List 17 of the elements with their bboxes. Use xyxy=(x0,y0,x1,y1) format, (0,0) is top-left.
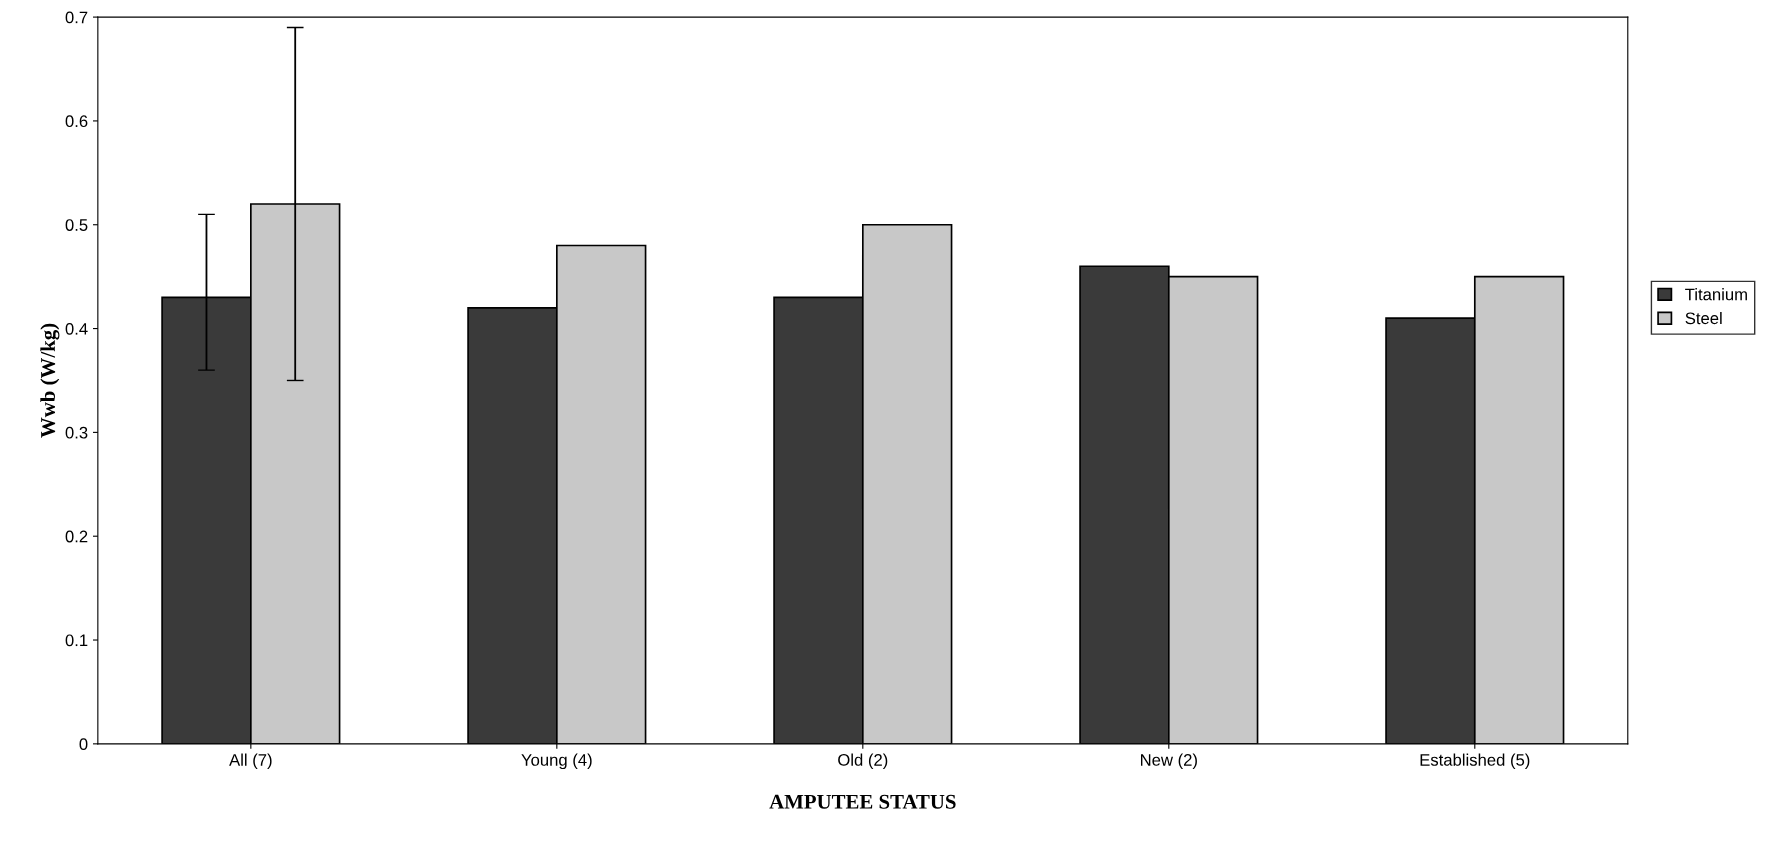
legend-label: Steel xyxy=(1685,311,1722,325)
y-tick-label: 0.7 xyxy=(65,11,88,24)
x-tick-label: Old (2) xyxy=(838,753,888,770)
y-tick-label: 0 xyxy=(79,738,88,751)
x-tick-label: All (7) xyxy=(229,753,272,770)
y-tick-label: 0.4 xyxy=(65,322,88,335)
x-axis-title: AMPUTEE STATUS xyxy=(769,794,956,809)
y-tick-label: 0.2 xyxy=(65,530,88,543)
x-tick-label: Established (5) xyxy=(1420,753,1530,770)
legend-label: Titanium xyxy=(1685,288,1747,301)
x-tick-label: New (2) xyxy=(1141,753,1197,770)
x-tick-label: Young (4) xyxy=(521,753,592,770)
y-tick-label: 0.5 xyxy=(65,219,88,231)
y-tick-label: 0.1 xyxy=(65,634,88,647)
y-tick-label: 0.6 xyxy=(65,115,88,128)
y-axis-title: Wwb (W/kg) xyxy=(40,323,60,438)
y-tick-label: 0.3 xyxy=(65,426,88,439)
